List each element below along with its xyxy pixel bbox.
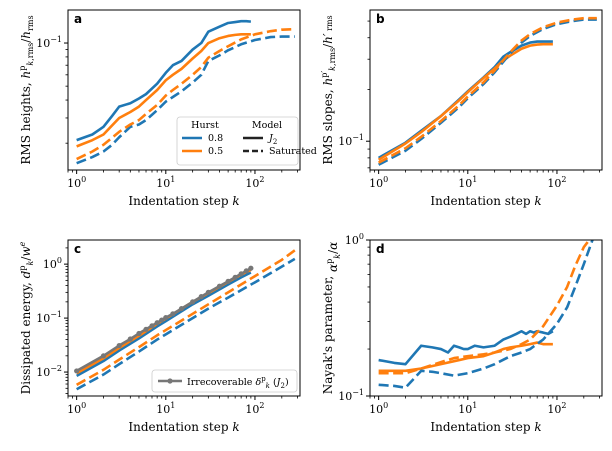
x-tick-label: 102 (547, 401, 566, 416)
series-irrecoverable-marker (248, 265, 254, 271)
axes-frame-a (67, 9, 301, 171)
panel-a: 100 101 102 10−1 a Indentation step k RMS heig… (18, 9, 317, 208)
series-irrecoverable-marker (238, 271, 244, 277)
plot-area-d (378, 240, 594, 390)
panel-letter-a: a (74, 12, 82, 26)
legend-hurst-label: 0.8 (208, 133, 223, 144)
panel-d: 100 101 102 10−1 100 d Indentation step k Nayak… (321, 232, 603, 434)
series-irrecoverable-marker (216, 283, 223, 289)
y-tick-label: 10−1 (338, 133, 364, 148)
y-axis-label-a: RMS heights, hpk,rms/hrms (18, 15, 35, 164)
x-tick-label: 100 (369, 175, 388, 190)
series-irrecoverable-marker (116, 342, 122, 349)
series-irrecoverable-marker (136, 330, 142, 337)
legend-c: Irrecoverable δpk (J2) (151, 369, 298, 393)
x-tick-label: 101 (156, 175, 175, 190)
x-tick-label: 100 (67, 401, 86, 416)
panel-letter-d: d (376, 242, 385, 256)
x-axis-label-d: Indentation step k (430, 420, 541, 434)
series-irrecoverable-marker (243, 268, 249, 274)
series-line-h05-j2 (76, 33, 251, 148)
series-line-h05-j2 (377, 42, 553, 161)
series-irrecoverable-marker (225, 278, 231, 284)
series-irrecoverable-marker (205, 289, 211, 295)
y-tick-label: 10−2 (36, 364, 62, 379)
series-irrecoverable-marker (190, 299, 196, 305)
series-line-h05-saturated (378, 240, 591, 375)
series-irrecoverable-marker (143, 326, 149, 332)
x-tick-label: 101 (458, 175, 477, 190)
legend-model-label: J2 (267, 133, 277, 146)
y-tick-label: 100 (345, 232, 364, 247)
plot-area-b (377, 16, 597, 166)
y-tick-label: 100 (43, 256, 62, 271)
x-tick-label: 102 (547, 175, 566, 190)
legend-box (176, 116, 299, 166)
y-axis-label-c: Dissipated energy, dpk/we (18, 241, 35, 394)
series-irrecoverable-marker (163, 315, 169, 321)
series-line-h08-j2 (378, 329, 554, 366)
series-irrecoverable-marker (149, 323, 155, 329)
x-axis-label-c: Indentation step k (128, 420, 239, 434)
legend-hurst-title: Hurst (191, 120, 219, 131)
panel-c: 100 101 102 10−2 10−1 100 c Indentation step k D… (18, 239, 301, 434)
plot-area-c (74, 249, 296, 391)
plot-area-a (76, 19, 295, 165)
legend-irrecoverable-label: Irrecoverable δpk (J2) (187, 375, 289, 390)
panel-letter-b: b (376, 12, 385, 26)
series-line-h08-saturated (76, 257, 296, 391)
legend-hurst-label: 0.5 (208, 146, 223, 157)
series-irrecoverable-marker (159, 317, 165, 323)
x-tick-label: 102 (245, 401, 264, 416)
series-line-h08-saturated (76, 35, 295, 165)
y-tick-label: 10−1 (36, 35, 62, 50)
y-axis-label-b-text: RMS slopes, hp′k,rms/h′ rms (320, 15, 337, 164)
x-tick-label: 100 (369, 401, 388, 416)
y-axis-label-d-text: Nayak's parameter, αpk/α (321, 242, 342, 395)
panel-b: 100 101 102 10−1 b Indentation step k RMS slop… (320, 9, 603, 208)
legend-irrecoverable-marker (167, 378, 173, 384)
series-irrecoverable-marker (170, 311, 176, 317)
legend-box (151, 369, 298, 393)
series-irrecoverable-marker (232, 274, 238, 280)
x-tick-label: 100 (67, 175, 86, 190)
legend-model-label: Saturated (269, 146, 317, 157)
legend-model-title: Model (252, 120, 282, 131)
series-line-h08-saturated (378, 240, 594, 390)
series-irrecoverable-marker (178, 305, 185, 312)
series-irrecoverable-marker (198, 294, 204, 300)
x-tick-label: 101 (458, 401, 477, 416)
y-axis-label-a-text: RMS heights, hpk,rms/hrms (18, 15, 35, 164)
series-irrecoverable-marker (127, 336, 133, 342)
x-tick-label: 101 (156, 401, 175, 416)
x-axis-label-b: Indentation step k (430, 194, 541, 208)
y-axis-label-c-text: Dissipated energy, dpk/we (18, 241, 35, 394)
axes-frame-d (369, 239, 603, 397)
y-axis-label-d: Nayak's parameter, αpk/α (321, 242, 342, 395)
x-axis-label-a: Indentation step k (128, 194, 239, 208)
series-line-h05-saturated (76, 249, 296, 386)
series-line-h08-j2 (76, 271, 252, 378)
series-line-h05-saturated (378, 16, 597, 164)
series-irrecoverable-marker (154, 320, 160, 326)
y-tick-label: 10−1 (338, 388, 364, 403)
series-irrecoverable-marker (74, 368, 80, 374)
panel-letter-c: c (74, 242, 81, 256)
series-irrecoverable-marker (100, 353, 107, 359)
axes-frame-b (369, 9, 603, 171)
x-tick-label: 102 (245, 175, 264, 190)
series-line-h08-j2 (76, 19, 252, 142)
y-tick-label: 10−1 (36, 310, 62, 325)
y-axis-label-b: RMS slopes, hp′k,rms/h′ rms (320, 15, 337, 164)
